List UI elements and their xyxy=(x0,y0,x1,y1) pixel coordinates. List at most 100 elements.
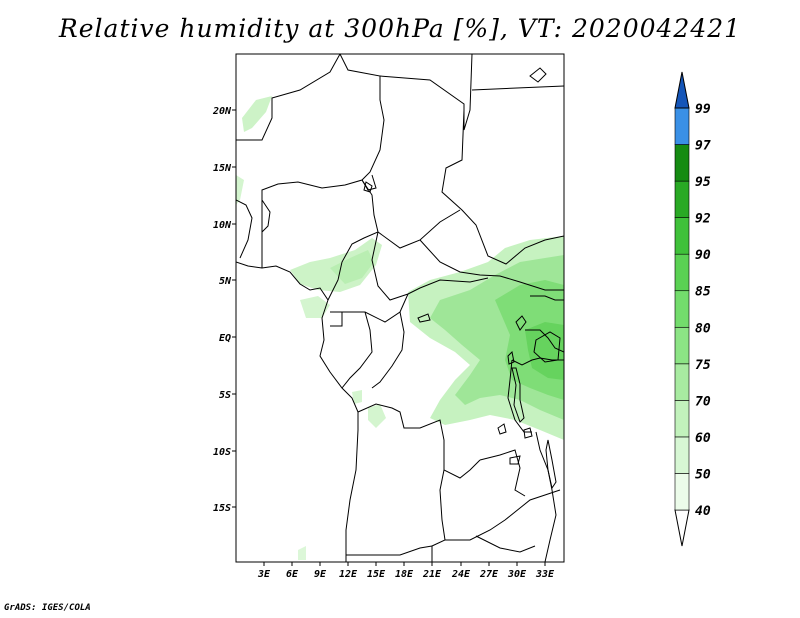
moist-region-south-2 xyxy=(352,390,362,404)
lon-label: 18E xyxy=(395,569,414,580)
border-segment xyxy=(479,449,526,497)
map-frame xyxy=(235,53,565,563)
border-segment xyxy=(342,293,409,323)
colorbar: 40 50 60 70 75 80 85 90 92 95 97 99 xyxy=(674,71,711,547)
moist-region-south xyxy=(368,404,386,428)
lon-label: 3E xyxy=(257,569,271,580)
coastline-west-africa xyxy=(236,261,359,562)
country-borders xyxy=(236,54,564,562)
moist-region-west-2 xyxy=(330,250,374,284)
colorbar-label: 70 xyxy=(695,394,711,409)
moist-region-bottom xyxy=(298,546,306,560)
moist-region-east-peak2 xyxy=(525,322,564,380)
border-segment xyxy=(261,54,385,268)
latitude-ticks xyxy=(232,109,236,508)
colorbar-bin xyxy=(674,144,690,182)
colorbar-label: 92 xyxy=(695,212,711,227)
lon-label: 6E xyxy=(286,569,299,580)
border-segment xyxy=(441,109,564,265)
map-title: Relative humidity at 300hPa [%], VT: 202… xyxy=(58,14,742,43)
border-segment xyxy=(445,489,561,541)
lake-malawi xyxy=(545,439,557,490)
colorbar-under-triangle xyxy=(674,509,690,547)
moist-region-coast xyxy=(300,296,330,318)
longitude-ticks xyxy=(263,562,546,566)
border-segment xyxy=(377,209,461,249)
lake-mweru xyxy=(497,423,507,435)
lat-label: 15S xyxy=(213,503,231,514)
border-segment xyxy=(471,85,564,91)
lake-kariba xyxy=(509,455,521,465)
colorbar-label: 99 xyxy=(695,102,711,117)
border-segment xyxy=(345,545,433,562)
lake-bangweulu xyxy=(523,427,533,439)
lake-chad xyxy=(363,181,373,193)
border-segment xyxy=(419,239,564,291)
moist-region-northwest xyxy=(236,175,244,205)
border-segment xyxy=(511,357,564,366)
lake-albert xyxy=(515,315,527,331)
colorbar-bin xyxy=(674,400,690,438)
latitude-labels: 20N 15N 10N 5N EQ 5S 10S 15S xyxy=(212,106,232,514)
lon-label: 21E xyxy=(422,569,442,580)
colorbar-bin xyxy=(674,473,690,511)
border-segment xyxy=(530,295,564,301)
lat-label: 5N xyxy=(219,276,232,287)
border-segment xyxy=(236,54,341,141)
colorbar-bin xyxy=(674,290,690,328)
border-segment xyxy=(535,431,557,562)
colorbar-label: 40 xyxy=(695,504,711,519)
colorbar-bin xyxy=(674,253,690,292)
colorbar-bin xyxy=(674,107,690,145)
lat-label: 10N xyxy=(213,220,232,231)
lake-tanganyika xyxy=(511,367,525,423)
border-segment xyxy=(357,403,481,479)
lon-label: 27E xyxy=(479,569,499,580)
lon-label: 30E xyxy=(507,569,527,580)
colorbar-label: 97 xyxy=(695,139,711,154)
longitude-labels: 3E 6E 9E 12E 15E 18E 21E 24E 27E 30E 33E xyxy=(257,569,555,580)
colorbar-label: 50 xyxy=(695,467,711,482)
lat-label: 5S xyxy=(219,390,231,401)
colorbar-label: 90 xyxy=(695,248,711,263)
colorbar-label: 85 xyxy=(695,285,711,300)
colorbar-label: 75 xyxy=(695,358,711,373)
lon-label: 15E xyxy=(367,569,386,580)
lat-label: EQ xyxy=(219,333,231,344)
colorbar-bin xyxy=(674,363,690,401)
lon-label: 9E xyxy=(314,569,327,580)
border-segment xyxy=(475,535,536,553)
lon-label: 12E xyxy=(339,569,358,580)
border-segment xyxy=(341,311,373,389)
border-segment xyxy=(330,311,343,327)
colorbar-bin xyxy=(674,326,690,365)
colorbar-label: 60 xyxy=(695,431,711,446)
border-segment xyxy=(261,199,271,233)
border-segment xyxy=(371,311,405,389)
colorbar-bin xyxy=(674,217,690,255)
lat-label: 20N xyxy=(212,106,232,117)
colorbar-label: 95 xyxy=(695,175,711,190)
colorbar-bin xyxy=(674,436,690,474)
border-segment xyxy=(507,359,532,433)
lat-label: 10S xyxy=(213,447,231,458)
moist-region-sahel xyxy=(242,96,272,132)
credit-label: GrADS: IGES/COLA xyxy=(4,603,91,613)
colorbar-bin xyxy=(674,180,690,218)
border-segment xyxy=(327,179,379,301)
lake-north-east xyxy=(529,67,547,83)
border-segment xyxy=(236,199,253,259)
lakes xyxy=(363,67,561,490)
border-segment xyxy=(431,469,446,562)
lake-congo-basin xyxy=(417,313,431,323)
lat-label: 15N xyxy=(213,163,232,174)
lake-kivu xyxy=(507,350,515,365)
lon-label: 24E xyxy=(451,569,471,580)
border-segment xyxy=(525,329,564,353)
colorbar-label: 80 xyxy=(695,321,711,336)
colorbar-over-triangle xyxy=(674,71,690,109)
lake-victoria xyxy=(533,331,561,363)
lon-label: 33E xyxy=(535,569,555,580)
border-segment xyxy=(379,54,473,131)
